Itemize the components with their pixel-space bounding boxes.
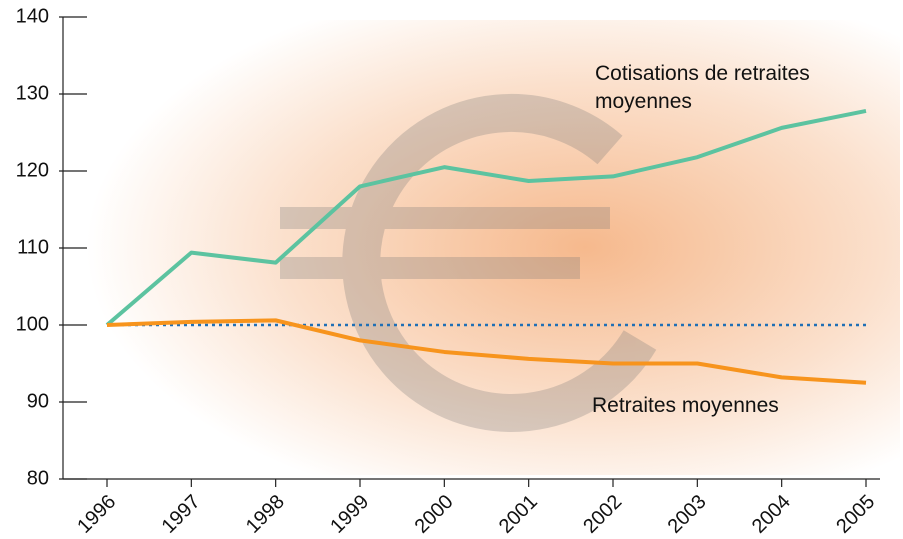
series-label: Retraites moyennes — [592, 392, 892, 420]
x-tick-label: 1998 — [242, 491, 289, 538]
x-tick-label: 2003 — [664, 491, 711, 538]
series-label: Cotisations de retraites moyennes — [595, 60, 895, 116]
x-tick-label: 2001 — [495, 491, 542, 538]
x-tick-label: 2000 — [411, 491, 458, 538]
x-tick-label: 2004 — [748, 491, 795, 538]
x-tick-label: 2005 — [832, 491, 879, 538]
y-tick-label: 120 — [16, 159, 49, 181]
y-tick-label: 100 — [16, 313, 49, 335]
y-tick-label: 110 — [17, 236, 49, 258]
y-tick-label: 90 — [27, 390, 49, 412]
y-tick-label: 140 — [16, 5, 49, 27]
y-tick-label: 80 — [27, 467, 49, 489]
x-tick-label: 1999 — [326, 491, 373, 538]
y-tick-label: 130 — [16, 82, 49, 104]
chart-page: 80 90 100 110 120 130 140 1996 1997 1998 1999 2000 2… — [0, 0, 903, 539]
x-tick-label: 2002 — [579, 491, 626, 538]
x-tick-label: 1997 — [158, 491, 205, 538]
x-tick-label: 1996 — [73, 491, 120, 538]
